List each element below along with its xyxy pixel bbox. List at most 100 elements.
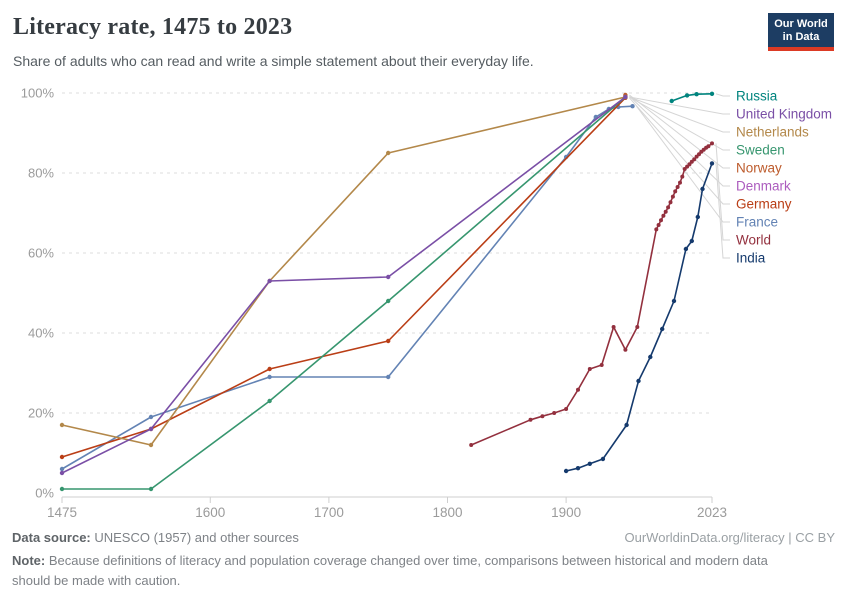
india-marker <box>671 298 677 304</box>
world-marker <box>710 141 714 146</box>
y-tick-label: 100% <box>21 86 55 101</box>
series-lines <box>59 91 715 492</box>
world-marker <box>666 205 671 210</box>
chart-note-label: Note: <box>12 553 46 568</box>
india-marker <box>695 214 700 220</box>
india-marker <box>689 238 694 244</box>
y-tick-label: 40% <box>28 326 54 341</box>
united-kingdom-marker <box>386 274 391 280</box>
legend-connector <box>629 94 730 169</box>
world-marker <box>692 157 697 162</box>
world-marker <box>552 411 557 415</box>
legend-label-denmark[interactable]: Denmark <box>736 179 791 194</box>
owid-logo[interactable]: Our World in Data <box>768 13 834 51</box>
world-marker <box>678 180 682 185</box>
legend-connector <box>629 95 730 187</box>
legend-label-netherlands[interactable]: Netherlands <box>736 125 809 140</box>
x-tick-label: 2023 <box>697 505 727 520</box>
legend-label-russia[interactable]: Russia <box>736 89 778 104</box>
legend-label-world[interactable]: World <box>736 233 771 248</box>
world-marker <box>611 325 616 329</box>
world-marker <box>469 443 474 447</box>
attribution-link[interactable]: OurWorldinData.org/literacy | CC BY <box>624 530 835 545</box>
world-marker <box>680 174 685 179</box>
sweden-marker <box>386 298 391 304</box>
india-marker <box>587 461 592 466</box>
legend-label-sweden[interactable]: Sweden <box>736 143 785 158</box>
world-marker <box>540 414 545 419</box>
india-marker <box>683 246 689 252</box>
world-marker <box>656 223 661 227</box>
netherlands-marker <box>59 422 65 428</box>
united-kingdom-marker <box>623 94 628 100</box>
world-marker <box>635 325 640 329</box>
world-marker <box>564 407 569 411</box>
legend-connector <box>629 96 730 133</box>
world-marker <box>668 200 673 205</box>
chart-note: Note: Because definitions of literacy an… <box>12 551 792 590</box>
world-marker <box>654 227 659 232</box>
russia-line[interactable] <box>670 93 713 102</box>
united-kingdom-marker <box>148 426 154 432</box>
russia-marker <box>694 92 699 97</box>
russia-marker <box>669 98 674 104</box>
legend-connector <box>629 96 730 151</box>
x-tick-label: 1800 <box>432 505 462 520</box>
russia-marker <box>684 93 690 98</box>
x-tick-label: 1700 <box>314 505 344 520</box>
world-marker <box>528 417 533 422</box>
world-marker <box>587 367 592 371</box>
sweden-marker <box>267 398 272 404</box>
y-tick-label: 20% <box>28 406 54 421</box>
y-tick-label: 60% <box>28 246 54 261</box>
legend-label-germany[interactable]: Germany <box>736 197 792 212</box>
india-marker <box>600 456 606 462</box>
page-title: Literacy rate, 1475 to 2023 <box>13 14 293 40</box>
united-kingdom-marker <box>267 278 272 284</box>
legend-label-united-kingdom[interactable]: United Kingdom <box>736 107 832 122</box>
sweden-marker <box>148 486 154 492</box>
legend-label-france[interactable]: France <box>736 215 778 230</box>
world-marker <box>576 387 580 392</box>
legend-connectors <box>629 93 730 259</box>
legend-label-india[interactable]: India <box>736 251 766 266</box>
india-marker <box>648 354 653 360</box>
data-source: Data source: UNESCO (1957) and other sou… <box>12 530 299 545</box>
france-marker <box>386 374 391 380</box>
india-marker <box>700 186 705 192</box>
data-source-text: UNESCO (1957) and other sources <box>90 530 299 545</box>
france-marker <box>59 466 65 472</box>
data-source-label: Data source: <box>12 530 91 545</box>
axes: 0% 20% 40% 60% 80% 100% 1475 1600 1700 1800 1900 20… <box>21 86 727 521</box>
sweden-marker <box>59 486 65 492</box>
world-marker <box>670 194 675 199</box>
germany-line[interactable] <box>61 97 627 458</box>
india-marker <box>660 326 665 332</box>
legend-connector <box>715 163 730 259</box>
gridlines <box>62 92 712 414</box>
legend-connector <box>715 143 730 241</box>
x-tick-label: 1600 <box>195 505 225 520</box>
france-marker <box>148 414 154 420</box>
y-tick-label: 80% <box>28 166 54 181</box>
russia-marker <box>709 91 715 97</box>
x-tick-label: 1475 <box>47 505 77 520</box>
owid-logo-line1: Our World <box>774 18 828 30</box>
legend-label-norway[interactable]: Norway <box>736 161 782 176</box>
india-marker <box>624 422 629 428</box>
india-marker <box>575 466 581 471</box>
legend-connector <box>629 96 730 115</box>
united-kingdom-marker <box>59 470 65 476</box>
y-tick-label: 0% <box>35 486 54 501</box>
france-marker <box>630 104 635 109</box>
netherlands-line[interactable] <box>61 96 627 446</box>
india-line[interactable] <box>565 162 713 472</box>
world-marker <box>599 363 604 367</box>
legend-connector <box>636 105 730 223</box>
netherlands-marker <box>386 150 391 156</box>
chart-subtitle: Share of adults who can read and write a… <box>13 53 534 69</box>
india-marker <box>636 378 641 384</box>
legend: Russia United Kingdom Netherlands Sweden Nor… <box>736 89 832 266</box>
